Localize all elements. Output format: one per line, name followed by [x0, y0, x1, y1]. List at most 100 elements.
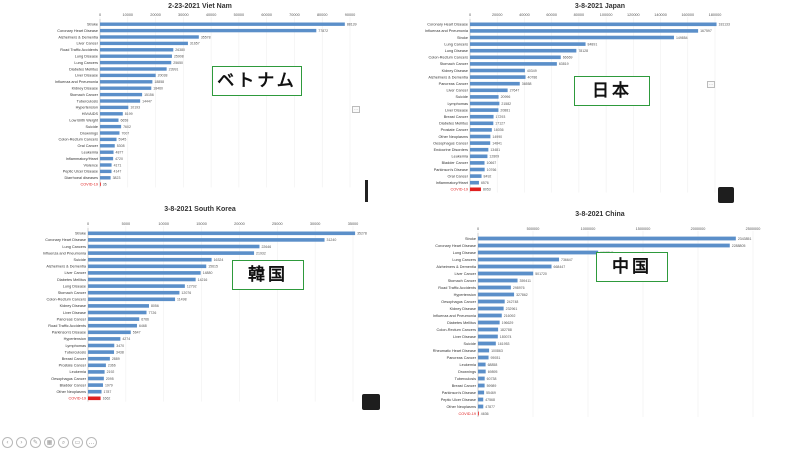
- x-tick-label: 40000: [519, 13, 530, 17]
- category-label: Hypertension: [64, 337, 86, 341]
- bar: [470, 75, 526, 79]
- bar: [88, 383, 103, 387]
- data-label: 15615: [208, 265, 218, 269]
- bar: [470, 147, 489, 152]
- x-tick-label: 160000: [681, 13, 694, 17]
- cloud-icon: [718, 187, 734, 203]
- x-tick-label: 70000: [289, 13, 300, 17]
- data-label: 60738: [487, 377, 497, 381]
- data-label: 8199: [125, 112, 133, 116]
- data-label: 668447: [554, 265, 566, 269]
- bar-chart-japan: 0 20000 40000 60000 80000 100000 120000 140000 1…: [425, 13, 730, 193]
- x-tick-label: 1000000: [581, 227, 596, 231]
- bar: [88, 297, 176, 302]
- data-label: 6658: [120, 119, 128, 123]
- bar: [100, 41, 188, 46]
- bar: [478, 306, 504, 311]
- bar: [470, 128, 492, 132]
- category-label: Hypertension: [454, 293, 476, 297]
- next-slide-icon[interactable]: ›: [16, 437, 27, 448]
- category-label: Coronary Heart Disease: [427, 23, 468, 27]
- category-label: Kidney Disease: [450, 307, 476, 311]
- data-label: 4274: [122, 337, 130, 341]
- data-label: 36558: [522, 82, 532, 86]
- bar: [88, 284, 185, 288]
- data-label: 6766: [141, 317, 149, 321]
- more-options-icon[interactable]: …: [86, 437, 97, 448]
- bar: [470, 121, 494, 126]
- bar: [88, 264, 207, 269]
- category-label: Diabetes Mellitus: [69, 67, 98, 71]
- bar: [88, 370, 105, 374]
- category-label: Coronary Heart Disease: [435, 244, 476, 248]
- category-label: Prostate Cancer: [441, 128, 469, 132]
- data-label: 20881: [500, 108, 510, 112]
- data-label: 7007: [121, 131, 129, 135]
- category-label: Leukemia: [82, 151, 99, 155]
- data-label: 2889: [112, 357, 120, 361]
- bar: [88, 363, 106, 368]
- bar: [88, 343, 115, 348]
- category-label: Lymphomas: [447, 102, 468, 106]
- category-label: Violence: [84, 163, 99, 167]
- bar-chart-vietnam: 0 10000 20000 30000 40000 50000 60000 70000 8000…: [55, 13, 357, 188]
- bar: [100, 73, 156, 78]
- x-tick-label: 30000: [310, 222, 321, 226]
- category-label: Other Neoplasms: [446, 405, 476, 409]
- pen-icon[interactable]: ✎: [30, 437, 41, 448]
- data-label: 14990: [492, 135, 502, 139]
- data-label: 736647: [561, 258, 573, 262]
- bar: [100, 182, 101, 186]
- bar: [88, 231, 356, 236]
- category-label: Alzheimers & Dementia: [58, 35, 99, 39]
- data-label: 1787: [104, 390, 112, 394]
- category-label: Influenza and Pneumonia: [43, 251, 87, 255]
- bar: [88, 238, 325, 242]
- bar: [88, 277, 196, 282]
- bar: [470, 42, 586, 46]
- data-label: 10766: [487, 168, 497, 172]
- bar: [470, 174, 482, 178]
- bar: [470, 108, 499, 112]
- data-label: 216092: [504, 314, 516, 318]
- category-label: Breast Cancer: [444, 115, 469, 119]
- data-label: 6576: [481, 181, 489, 185]
- data-label: 167597: [700, 29, 712, 33]
- zoom-icon[interactable]: ⌕: [58, 437, 69, 448]
- category-label: Lung Disease: [445, 49, 468, 53]
- data-label: 21932: [256, 251, 266, 255]
- category-label: Lung Disease: [63, 284, 86, 288]
- category-label: Liver Disease: [453, 335, 476, 339]
- data-label: 5647: [133, 331, 141, 335]
- scroll-marker[interactable]: [365, 180, 368, 202]
- bar: [100, 105, 129, 110]
- category-label: Parkinson's Disease: [442, 391, 476, 395]
- slides-grid-icon[interactable]: ▦: [44, 437, 55, 448]
- category-label: Lung Cancers: [452, 258, 476, 262]
- chart-note: ···: [707, 81, 715, 88]
- x-tick-label: 60000: [261, 13, 272, 17]
- category-label: Colon-Rectum Cancers: [47, 298, 87, 302]
- category-label: Pancreas Cancer: [447, 356, 477, 360]
- category-label: Colon-Rectum Cancers: [429, 56, 469, 60]
- bar: [470, 180, 479, 185]
- category-label: Diarrhoeal diseases: [64, 176, 98, 180]
- data-label: 298976: [513, 286, 525, 290]
- category-label: Leukemia: [70, 370, 87, 374]
- chart-title: 3-8-2021 China: [575, 211, 625, 218]
- category-label: Inflammatory/Heart: [436, 181, 469, 185]
- x-tick-label: 0: [469, 13, 471, 17]
- data-label: 14447: [142, 99, 152, 103]
- category-label: Kidney Disease: [72, 87, 98, 91]
- bar: [478, 404, 484, 409]
- bar: [470, 167, 485, 172]
- previous-slide-icon[interactable]: ‹: [2, 437, 13, 448]
- x-tick-label: 20000: [492, 13, 503, 17]
- bar: [100, 124, 122, 129]
- chart-panel-vietnam: 2-23-2021 Viet Nam 0 10000 20000 30000 40000…: [0, 0, 400, 210]
- category-label: Peptic Ulcer Disease: [441, 398, 476, 402]
- bar: [478, 278, 518, 283]
- subtitles-icon[interactable]: ▭: [72, 437, 83, 448]
- bar: [470, 161, 485, 165]
- category-label: Diabetes Mellitus: [439, 122, 468, 126]
